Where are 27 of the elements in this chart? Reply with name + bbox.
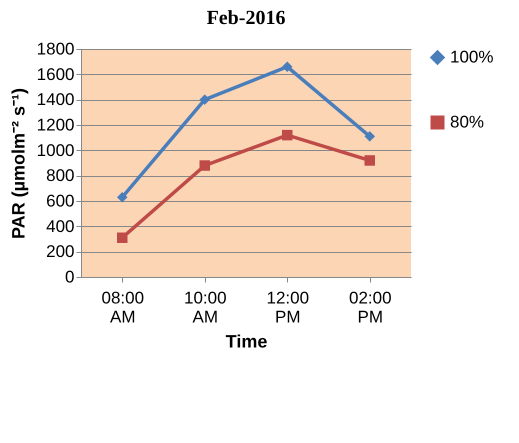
y-tick-label: 1000 <box>36 140 74 160</box>
y-tick-label: 400 <box>46 216 74 236</box>
chart-title: Feb-2016 <box>206 7 286 29</box>
x-axis-title: Time <box>226 332 268 352</box>
point <box>364 131 375 142</box>
legend-label: 80% <box>450 112 484 132</box>
y-tick-label: 600 <box>46 192 74 210</box>
x-tick-label: 12:00 PM <box>266 288 310 326</box>
x-tick-label: 10:00 AM <box>184 288 227 326</box>
point <box>117 192 128 202</box>
y-tick-label: 1400 <box>36 90 74 110</box>
legend-label: 100% <box>450 48 494 66</box>
point <box>117 232 128 243</box>
point <box>364 155 375 166</box>
point <box>200 160 210 171</box>
y-tick-label: 800 <box>46 166 74 186</box>
x-tick-label: 02:00 PM <box>348 288 392 326</box>
y-axis-title: PAR (µmolm⁻² s⁻¹) <box>8 88 29 240</box>
point <box>282 130 292 140</box>
point <box>200 94 210 105</box>
y-tick-label: 0 <box>65 268 74 286</box>
y-tick-label: 1600 <box>36 64 74 84</box>
point <box>282 61 292 72</box>
y-tick-label: 200 <box>46 242 74 262</box>
y-tick-label: 1800 <box>36 40 74 58</box>
y-tick-label: 1200 <box>36 116 74 134</box>
x-tick-label: 08:00 AM <box>101 288 144 326</box>
